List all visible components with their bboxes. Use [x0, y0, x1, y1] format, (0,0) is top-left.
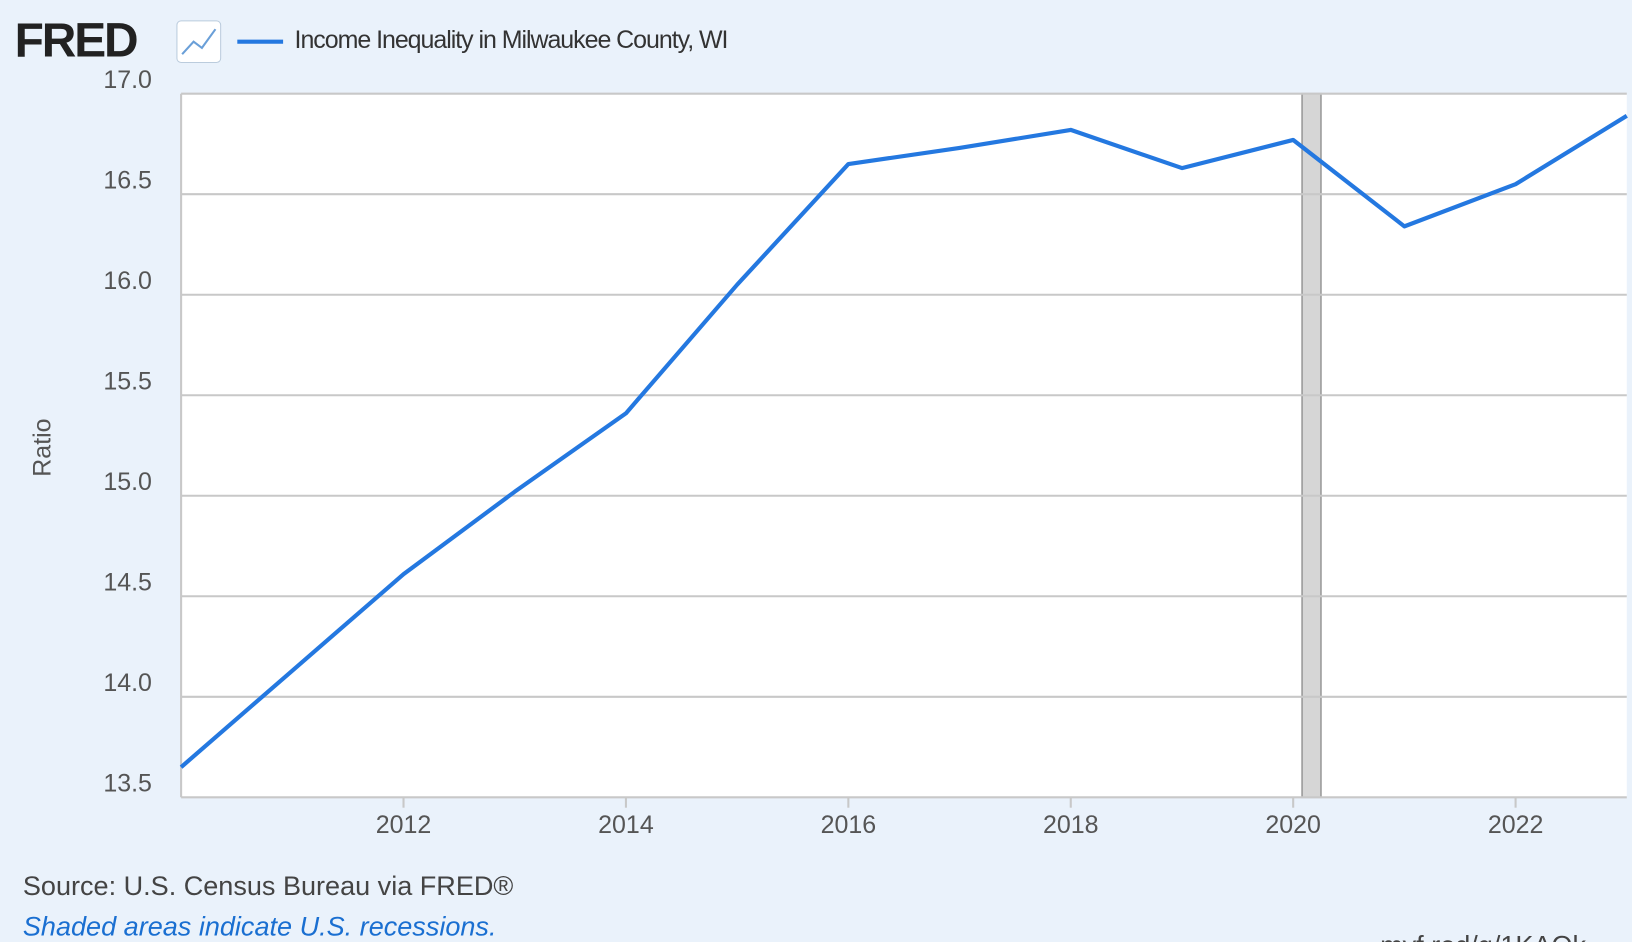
source: Source: U.S. Census Bureau via FRED® [23, 871, 514, 901]
y-axis-label: Ratio [28, 418, 56, 476]
logo: FRED [15, 14, 137, 67]
legend-label: Income Inequality in Milwaukee County, W… [295, 26, 728, 54]
x-tick-label: 2012 [376, 811, 432, 839]
y-tick-label: 13.5 [103, 769, 152, 797]
y-tick-label: 15.0 [103, 468, 152, 496]
y-tick-label: 14.5 [103, 568, 152, 596]
y-tick-label: 16.0 [103, 267, 152, 295]
link: myf.red/g/1KAOk [1380, 930, 1586, 942]
recession-shade [1301, 92, 1322, 799]
icon-box [176, 20, 222, 63]
x-tick-label: 2016 [821, 811, 877, 839]
x-tick-label: 2018 [1043, 811, 1099, 839]
icon-line [181, 28, 217, 55]
y-tick-label: 15.5 [103, 367, 152, 395]
y-tick-label: 14.0 [103, 669, 152, 697]
y-tick-label: 17.0 [103, 66, 152, 94]
plot-area [181, 93, 1627, 798]
data-line [179, 114, 1628, 769]
chart-icon [176, 20, 222, 63]
x-tick-label: 2014 [598, 811, 654, 839]
x-tick-label: 2020 [1265, 811, 1321, 839]
x-tick-label: 2022 [1488, 811, 1544, 839]
y-tick-label: 16.5 [103, 166, 152, 194]
recession-note: Shaded areas indicate U.S. recessions. [23, 912, 497, 942]
